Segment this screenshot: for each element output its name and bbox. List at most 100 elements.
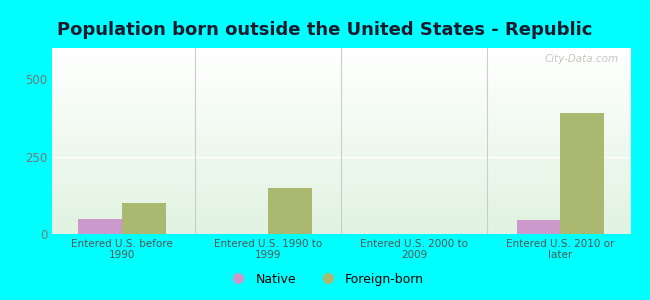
Bar	[52, 131, 630, 132]
Bar	[517, 220, 560, 234]
Bar	[52, 81, 630, 82]
Bar	[52, 98, 630, 99]
Bar	[52, 129, 630, 130]
Bar	[52, 230, 630, 231]
Bar	[52, 143, 630, 144]
Bar	[52, 104, 630, 105]
Bar	[52, 57, 630, 58]
Bar	[52, 65, 630, 66]
Bar	[52, 88, 630, 89]
Bar	[52, 189, 630, 190]
Bar	[52, 125, 630, 126]
Bar	[52, 165, 630, 166]
Bar	[52, 147, 630, 148]
Bar	[52, 90, 630, 91]
Bar	[52, 156, 630, 157]
Bar	[52, 123, 630, 124]
Bar	[52, 186, 630, 187]
Bar	[52, 228, 630, 229]
Bar	[52, 164, 630, 165]
Bar	[52, 162, 630, 163]
Bar	[52, 232, 630, 233]
Bar	[52, 102, 630, 103]
Bar	[52, 178, 630, 179]
Bar	[52, 214, 630, 215]
Bar	[52, 107, 630, 108]
Bar	[52, 183, 630, 184]
Bar	[52, 224, 630, 225]
Bar	[52, 159, 630, 160]
Bar	[560, 113, 604, 234]
Bar	[52, 118, 630, 119]
Bar	[52, 194, 630, 195]
Bar	[52, 181, 630, 182]
Bar	[52, 96, 630, 97]
Bar	[52, 130, 630, 131]
Bar	[52, 138, 630, 139]
Bar	[52, 145, 630, 146]
Bar	[268, 188, 312, 234]
Bar	[52, 49, 630, 50]
Bar	[52, 79, 630, 80]
Bar	[52, 229, 630, 230]
Bar	[52, 170, 630, 171]
Bar	[52, 217, 630, 218]
Bar	[52, 134, 630, 135]
Bar	[52, 53, 630, 54]
Bar	[52, 64, 630, 65]
Bar	[52, 231, 630, 232]
Bar	[52, 137, 630, 138]
Bar	[52, 209, 630, 210]
Bar	[52, 223, 630, 224]
Bar	[52, 216, 630, 217]
Bar	[52, 78, 630, 79]
Bar	[52, 151, 630, 152]
Bar	[52, 100, 630, 101]
Text: City-Data.com: City-Data.com	[545, 54, 619, 64]
Bar	[52, 136, 630, 137]
Bar	[52, 132, 630, 133]
Bar	[52, 86, 630, 87]
Bar	[52, 157, 630, 158]
Bar	[52, 173, 630, 174]
Bar	[52, 146, 630, 147]
Bar	[52, 52, 630, 53]
Bar	[52, 62, 630, 63]
Bar	[52, 108, 630, 109]
Bar	[52, 63, 630, 64]
Bar	[52, 101, 630, 102]
Bar	[52, 116, 630, 117]
Bar	[52, 205, 630, 206]
Bar	[52, 127, 630, 128]
Bar	[52, 89, 630, 90]
Bar	[52, 119, 630, 120]
Bar	[52, 94, 630, 95]
Bar	[52, 148, 630, 149]
Bar	[52, 185, 630, 186]
Text: Population born outside the United States - Republic: Population born outside the United State…	[57, 21, 593, 39]
Bar	[52, 71, 630, 72]
Bar	[52, 105, 630, 106]
Bar	[52, 207, 630, 208]
Bar	[52, 149, 630, 150]
Bar	[52, 67, 630, 68]
Bar	[52, 221, 630, 222]
Bar	[52, 182, 630, 183]
Bar	[52, 187, 630, 188]
Bar	[52, 202, 630, 203]
Bar	[52, 58, 630, 59]
Bar	[52, 206, 630, 207]
Bar	[52, 97, 630, 98]
Bar	[52, 135, 630, 136]
Bar	[52, 92, 630, 93]
Bar	[52, 154, 630, 155]
Bar	[52, 68, 630, 69]
Bar	[52, 158, 630, 159]
Bar	[52, 61, 630, 62]
Bar	[52, 199, 630, 200]
Bar	[52, 106, 630, 107]
Bar	[52, 168, 630, 169]
Bar	[52, 177, 630, 178]
Bar	[52, 188, 630, 189]
Bar	[52, 167, 630, 168]
